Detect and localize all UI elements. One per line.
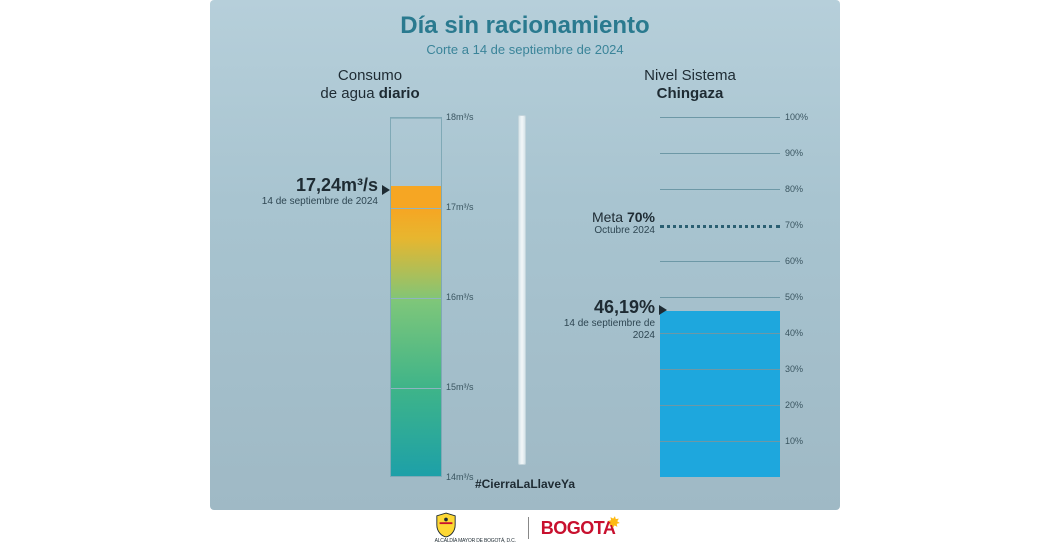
arrow-right-icon <box>659 305 667 315</box>
footer-logos: ALCALDÍA MAYOR DE BOGOTÁ, D.C. BOGOTA ✸ <box>0 513 1050 543</box>
consumo-tick: 15m³/s <box>446 382 474 392</box>
footer-divider <box>528 517 529 539</box>
chingaza-label: Nivel Sistema Chingaza <box>545 67 835 103</box>
bogota-logo: BOGOTA ✸ <box>541 518 616 539</box>
title-block: Día sin racionamiento Corte a 14 de sept… <box>210 0 840 57</box>
page-subtitle: Corte a 14 de septiembre de 2024 <box>210 42 840 57</box>
charts-row: Consumo de agua diario 17,24m³/s 14 de s… <box>210 67 840 497</box>
chingaza-value-callout: 46,19% 14 de septiembre de 2024 <box>551 297 655 342</box>
chingaza-meta-value: 70% <box>627 209 655 225</box>
chingaza-chart: Nivel Sistema Chingaza Meta 70% Octubre … <box>545 67 835 497</box>
chingaza-tick: 60% <box>785 256 803 266</box>
arrow-right-icon <box>382 185 390 195</box>
consumo-tick: 17m³/s <box>446 202 474 212</box>
hashtag: #CierraLaLlaveYa <box>210 477 840 491</box>
chingaza-meta-callout: Meta 70% Octubre 2024 <box>551 209 655 236</box>
alcaldia-caption: ALCALDÍA MAYOR DE BOGOTÁ, D.C. <box>435 539 516 544</box>
chingaza-meta-prefix: Meta <box>592 209 627 225</box>
chingaza-tick: 10% <box>785 436 803 446</box>
chingaza-tick: 90% <box>785 148 803 158</box>
consumo-value: 17,24m³/s <box>244 175 378 196</box>
chingaza-label-line2: Chingaza <box>545 85 835 103</box>
shield-icon <box>435 512 457 538</box>
chingaza-label-line2-bold: Chingaza <box>657 85 724 102</box>
bogota-text: BOGOTA <box>541 518 616 538</box>
chingaza-tick: 100% <box>785 112 808 122</box>
consumo-bar <box>390 117 442 477</box>
consumo-callout: 17,24m³/s 14 de septiembre de 2024 <box>244 175 378 208</box>
consumo-label-line2-bold: diario <box>379 85 420 102</box>
chingaza-date: 14 de septiembre de 2024 <box>551 318 655 342</box>
chingaza-meta-sub: Octubre 2024 <box>551 225 655 236</box>
chingaza-tick: 50% <box>785 292 803 302</box>
consumo-tick: 16m³/s <box>446 292 474 302</box>
chingaza-value: 46,19% <box>551 297 655 318</box>
consumo-date: 14 de septiembre de 2024 <box>244 196 378 208</box>
chingaza-tick: 20% <box>785 400 803 410</box>
chingaza-bar-wrap <box>660 117 780 477</box>
chingaza-tick: 40% <box>785 328 803 338</box>
page-title: Día sin racionamiento <box>210 12 840 40</box>
consumo-tick: 18m³/s <box>446 112 474 122</box>
chingaza-meta-title: Meta 70% <box>551 209 655 225</box>
star-icon: ✸ <box>607 513 621 532</box>
infographic-card: Día sin racionamiento Corte a 14 de sept… <box>210 0 840 510</box>
consumo-chart: Consumo de agua diario 17,24m³/s 14 de s… <box>230 67 510 497</box>
chingaza-tick: 30% <box>785 364 803 374</box>
consumo-label-line2-prefix: de agua <box>320 85 378 102</box>
chingaza-tick: 70% <box>785 220 803 230</box>
center-divider <box>518 115 526 465</box>
chingaza-bar <box>660 117 780 477</box>
consumo-label-line1: Consumo <box>230 67 510 85</box>
consumo-bar-wrap <box>390 117 442 477</box>
consumo-label: Consumo de agua diario <box>230 67 510 103</box>
chingaza-tick: 80% <box>785 184 803 194</box>
consumo-label-line2: de agua diario <box>230 85 510 103</box>
chingaza-label-line1: Nivel Sistema <box>545 67 835 85</box>
alcaldia-logo: ALCALDÍA MAYOR DE BOGOTÁ, D.C. <box>435 512 516 544</box>
